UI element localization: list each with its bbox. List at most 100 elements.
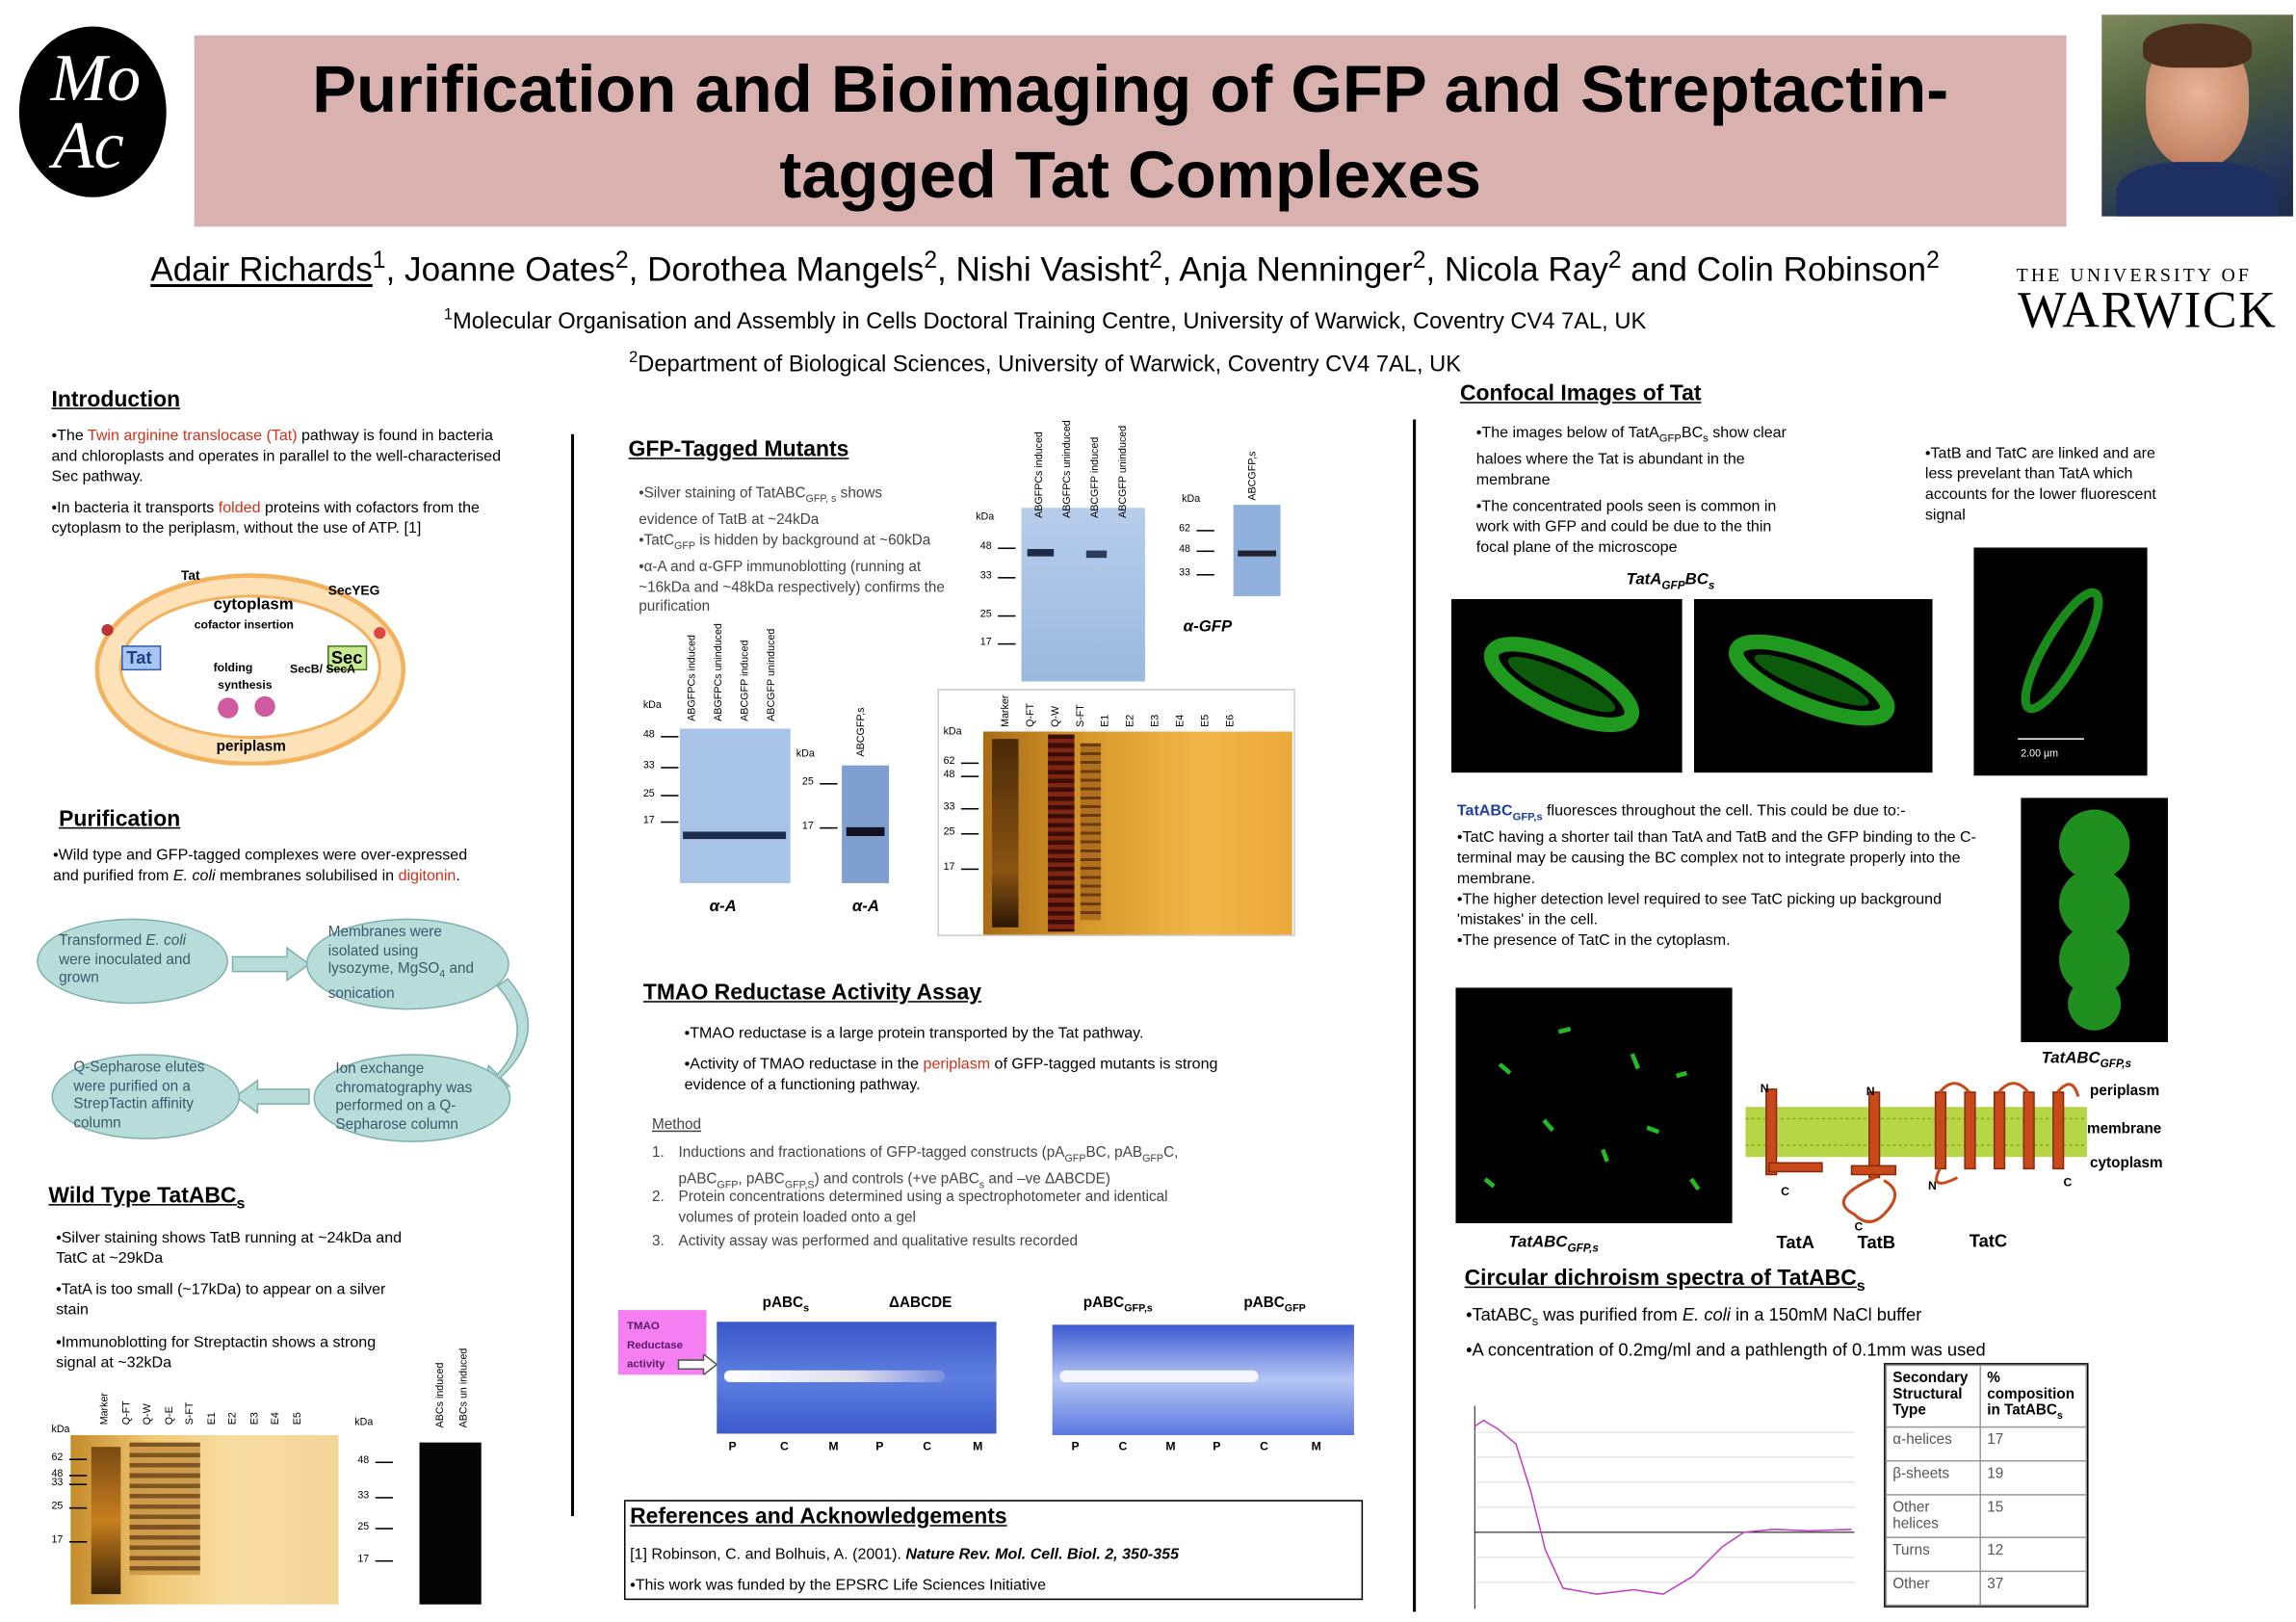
kda-label: 33: [979, 570, 992, 582]
text: pathway is found in bacteria and chlorop…: [51, 427, 501, 486]
shape: •The Twin arginine translocase (Tat) pat…: [51, 426, 508, 487]
kda-label: 62: [51, 1452, 64, 1464]
kda-label: 17: [979, 637, 992, 648]
confocal-image: [1450, 598, 1683, 773]
text: C: [1855, 1220, 1864, 1234]
lane-label: E2: [227, 1412, 239, 1426]
text: , Joanne Oates: [385, 249, 615, 289]
blot-image: [419, 1442, 482, 1605]
lane-label: M: [973, 1439, 983, 1453]
text: Confocal Images of Tat: [1459, 380, 1702, 406]
shape: [2068, 977, 2122, 1031]
kda-tick: [1196, 530, 1214, 532]
blot-image: [842, 765, 890, 883]
shape: [1080, 743, 1102, 921]
shape: [1973, 547, 2148, 776]
text: •The presence of TatC in the cytoplasm.: [1456, 931, 1731, 950]
text: GFP: [1658, 431, 1682, 445]
divider: [570, 433, 575, 1517]
shape: [723, 1370, 946, 1382]
kda-label: 48: [943, 770, 955, 780]
shape: [1474, 1419, 1852, 1595]
shape: [677, 1353, 718, 1375]
text: •TatB and TatC are linked and are less p…: [1924, 444, 2156, 525]
lane-label: E1: [206, 1412, 218, 1426]
text: periplasm: [2090, 1083, 2160, 1100]
text: α-A: [709, 898, 737, 916]
sample-label: pABCGFP,s: [1083, 1295, 1153, 1315]
shape: •The images below of TatAGFPBCs show cle…: [1476, 423, 1800, 490]
shape: [254, 695, 275, 718]
lane-label: C: [779, 1439, 789, 1453]
text: •In bacteria it transports: [51, 499, 219, 517]
text: Inductions and fractionations of GFP-tag…: [678, 1144, 1065, 1162]
lane-label: ABCs induced: [435, 1362, 447, 1428]
text: Molecular Organisation and Assembly in C…: [453, 309, 1647, 335]
shape: [327, 645, 368, 671]
text: C: [2064, 1176, 2073, 1190]
shape: [1768, 1162, 1823, 1173]
table-cell: Other helices: [1885, 1494, 1982, 1538]
kda-label: 25: [943, 826, 955, 838]
shape: [1993, 1091, 2006, 1170]
logo: Mo Ac: [18, 26, 167, 197]
text: ) and controls (+ve pABC: [814, 1170, 979, 1188]
text: pABC: [1083, 1295, 1125, 1312]
text: TatABC: [1456, 801, 1513, 821]
kda-tick: [661, 767, 679, 769]
text: SecB/ SecA: [290, 662, 355, 675]
text: GFP, s: [805, 494, 837, 506]
text: 1: [372, 247, 386, 275]
sample-label: ΔABCDE: [889, 1295, 952, 1312]
text: Adair Richards: [150, 249, 373, 289]
shape: [2116, 162, 2279, 217]
blot-image: [680, 728, 791, 883]
unit-label: kDa: [51, 1425, 70, 1436]
text: , pABC: [738, 1170, 785, 1188]
text: cytoplasm: [214, 595, 294, 614]
lane-label: ABCGFP induced: [1090, 436, 1102, 518]
text: GFP-Tagged Mutants: [628, 436, 849, 462]
text: •A concentration of 0.2mg/ml and a pathl…: [1466, 1339, 1986, 1361]
kda-label: 33: [51, 1478, 64, 1489]
lane-label: Marker: [1001, 694, 1011, 727]
text: C: [1781, 1185, 1789, 1198]
text: TMAO Reductase Activity Assay: [642, 980, 982, 1006]
arrow: [677, 1353, 718, 1375]
shape: [683, 831, 787, 840]
shape: •Activity of TMAO reductase in the perip…: [685, 1054, 1244, 1095]
shape: Ion exchange chromatography was performe…: [313, 1054, 511, 1142]
shape: [1483, 637, 1640, 733]
text: .: [456, 867, 460, 885]
text: membrane: [2087, 1121, 2162, 1138]
kda-label: 48: [357, 1455, 370, 1467]
shape: Purification and Bioimaging of GFP and S…: [195, 36, 2067, 218]
text: 2: [1149, 247, 1162, 275]
shape: [1483, 1026, 1701, 1191]
shape: [1630, 1053, 1641, 1070]
shape: [1238, 550, 1276, 557]
table-cell: Other: [1885, 1570, 1982, 1607]
table-cell: 37: [1979, 1570, 2088, 1607]
text: membranes solubilised in: [215, 867, 399, 885]
confocal-image: [1693, 598, 1933, 773]
text: and sonication: [327, 960, 475, 1002]
text: GFP,s: [1567, 1241, 1599, 1255]
text: •The higher detection level required to …: [1456, 890, 1942, 929]
table-row: β-sheets 19: [1885, 1459, 2088, 1496]
kda-tick: [1196, 550, 1214, 553]
table-cell: β-sheets: [1885, 1459, 1982, 1496]
text: 2.00 µm: [2021, 747, 2058, 759]
shape: [1557, 1026, 1572, 1034]
authors: Adair Richards1, Joanne Oates2, Dorothea…: [0, 248, 2090, 290]
kda-tick: [820, 783, 838, 785]
text: 1: [443, 305, 454, 325]
table-cell: α-helices: [1885, 1426, 1982, 1462]
confocal-image: [2021, 798, 2169, 1042]
kda-label: 17: [943, 862, 955, 874]
shape: [1689, 1177, 1701, 1191]
table-cell: 19: [1979, 1459, 2088, 1496]
kda-label: 33: [1179, 567, 1191, 579]
shape: [1085, 550, 1108, 559]
text: Wild Type TatABC: [48, 1183, 237, 1209]
